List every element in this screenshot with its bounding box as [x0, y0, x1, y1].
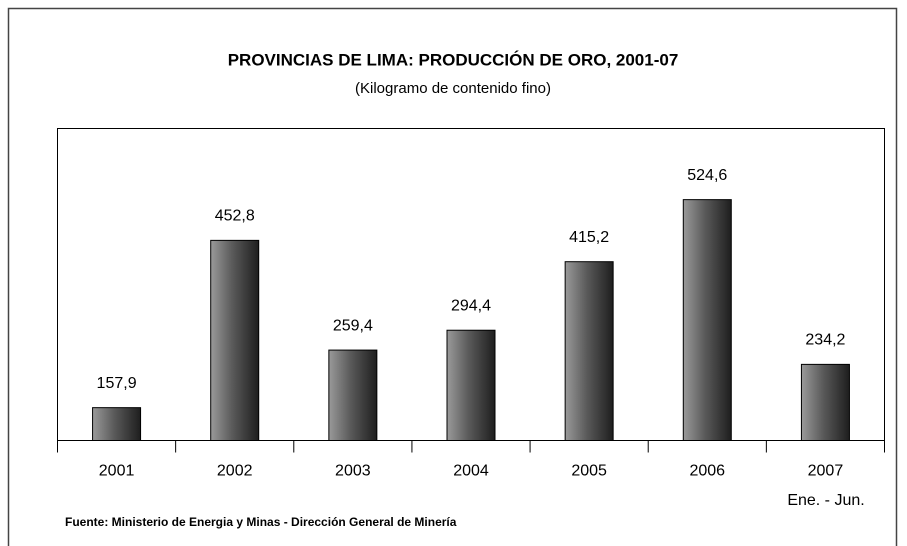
frame: [7, 7, 898, 546]
bar: [800, 363, 850, 442]
chart-subtitle: (Kilogramo de contenido fino): [355, 80, 551, 97]
x-tick-label: 2007: [808, 463, 844, 480]
x-tick-label: 2002: [217, 463, 253, 480]
data-label: 452,8: [215, 208, 255, 225]
bar: [210, 239, 260, 441]
bar: [92, 407, 142, 441]
data-label: 157,9: [97, 375, 137, 392]
data-label: 259,4: [333, 317, 373, 334]
chart-title: PROVINCIAS DE LIMA: PRODUCCIÓN DE ORO, 2…: [228, 50, 679, 69]
x-tick-label: 2004: [453, 463, 489, 480]
bar: [564, 261, 614, 442]
x-tick-label: 2005: [571, 463, 607, 480]
data-label: 294,4: [451, 297, 491, 314]
x-tick-label: 2003: [335, 463, 371, 480]
annotation: Ene. - Jun.: [787, 492, 864, 509]
bar: [446, 329, 496, 441]
bar: [328, 349, 378, 441]
data-label: 524,6: [687, 167, 727, 184]
data-label: 415,2: [569, 229, 609, 246]
bar: [682, 199, 732, 441]
x-tick-label: 2001: [99, 463, 135, 480]
data-label: 234,2: [805, 332, 845, 349]
source-note: Fuente: Ministerio de Energia y Minas - …: [65, 515, 457, 529]
x-tick-label: 2006: [689, 463, 725, 480]
